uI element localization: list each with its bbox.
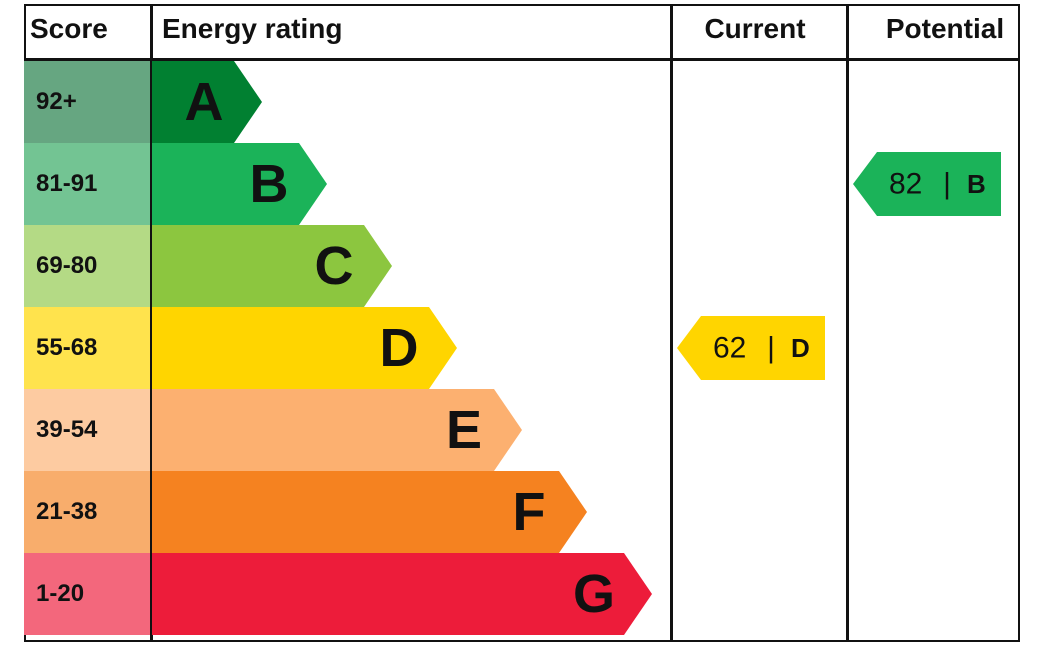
score-range-f: 21-38 — [24, 471, 150, 553]
svg-text:F: F — [513, 482, 546, 542]
svg-text:C: C — [315, 236, 354, 296]
header-potential: Potential — [860, 0, 1030, 58]
rating-bar-a: A — [152, 61, 262, 143]
svg-text:|: | — [943, 168, 951, 201]
rating-bar-g: G — [152, 553, 652, 635]
svg-text:|: | — [767, 332, 775, 365]
score-range-e: 39-54 — [24, 389, 150, 471]
svg-text:B: B — [250, 154, 289, 214]
svg-text:D: D — [380, 318, 419, 378]
svg-text:D: D — [791, 333, 810, 363]
score-range-b: 81-91 — [24, 143, 150, 225]
svg-text:B: B — [967, 169, 986, 199]
epc-chart: Score Energy rating Current Potential 92… — [0, 0, 1044, 648]
rating-rows: 92+ A 81-91 B 69-80 C 55-68 D 39-54 E 21-38 F 1-20 G 6… — [24, 61, 1020, 642]
svg-text:G: G — [573, 564, 615, 624]
rating-bar-c: C — [152, 225, 392, 307]
score-range-c: 69-80 — [24, 225, 150, 307]
score-range-a: 92+ — [24, 61, 150, 143]
header-score: Score — [30, 0, 150, 58]
rating-bar-e: E — [152, 389, 522, 471]
header-current: Current — [680, 0, 830, 58]
rating-bar-b: B — [152, 143, 327, 225]
current-pointer: 62 | D — [677, 316, 825, 380]
svg-text:62: 62 — [713, 332, 746, 365]
svg-text:E: E — [446, 400, 482, 460]
rating-bar-f: F — [152, 471, 587, 553]
score-range-g: 1-20 — [24, 553, 150, 635]
svg-text:A: A — [185, 72, 224, 132]
svg-text:82: 82 — [889, 168, 922, 201]
score-range-d: 55-68 — [24, 307, 150, 389]
rating-bar-d: D — [152, 307, 457, 389]
header-rating: Energy rating — [162, 0, 612, 58]
potential-pointer: 82 | B — [853, 152, 1001, 216]
